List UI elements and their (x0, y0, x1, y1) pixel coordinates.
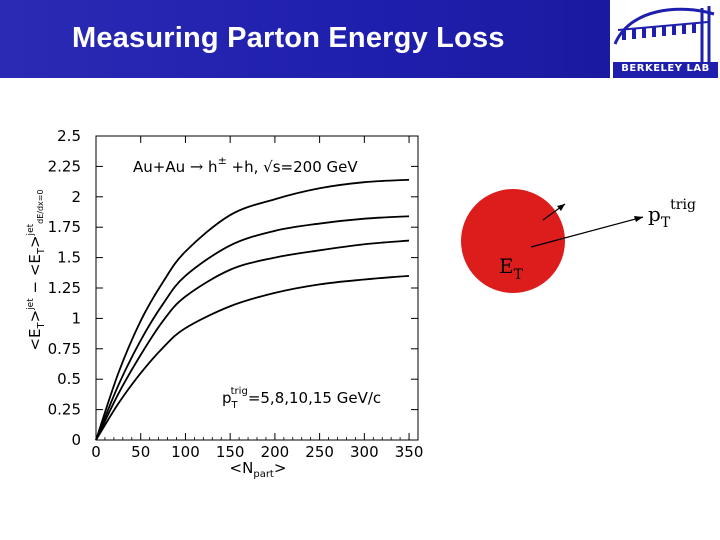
y-tick-label: 2.25 (48, 157, 81, 175)
logo-band (613, 62, 718, 78)
y-tick-label: 1.25 (48, 279, 81, 297)
y-tick-label: 0.75 (48, 340, 81, 358)
y-tick-label: 2 (71, 188, 81, 206)
series-line-2 (95, 215, 410, 441)
y-tick-label: 1 (71, 309, 81, 327)
medium-circle (461, 189, 565, 293)
title-bar: Measuring Parton Energy Loss (0, 0, 610, 78)
series-line-4 (95, 274, 410, 441)
y-tick-label: 0.5 (57, 370, 81, 388)
et-label: ET (499, 254, 524, 283)
x-tick-label: 300 (350, 443, 379, 461)
parton-diagram: ET pTtrig (461, 189, 696, 293)
x-tick-label: 100 (171, 443, 200, 461)
y-tick-label: 0.25 (48, 401, 81, 419)
x-tick-label: 350 (395, 443, 424, 461)
x-tick-label: 200 (261, 443, 290, 461)
x-tick-label: 50 (131, 443, 150, 461)
y-tick-label: 2.5 (57, 127, 81, 145)
chart-annotation: pTtrig=5,8,10,15 GeV/c (222, 386, 381, 411)
berkeley-lab-building-icon (613, 6, 715, 62)
y-tick-label: 1.75 (48, 218, 81, 236)
jet-arrow-upper-head (557, 204, 565, 211)
x-tick-label: 250 (305, 443, 334, 461)
y-tick-label: 0 (71, 431, 81, 449)
chart-title: Au+Au → h± +h, √s=200 GeV (133, 154, 358, 176)
pt-trig-label: pTtrig (648, 197, 696, 231)
x-tick-label: 0 (91, 443, 101, 461)
logo-label: BERKELEY LAB (621, 63, 710, 74)
x-axis-label: <Npart> (230, 459, 287, 480)
y-axis-label: <ET>jet − <ET>jetdE/dx=0 (26, 189, 47, 350)
slide-title: Measuring Parton Energy Loss (72, 22, 505, 54)
y-tick-label: 1.5 (57, 249, 81, 267)
trigger-arrow-head (634, 216, 643, 222)
series-line-3 (95, 239, 410, 441)
trigger-arrow (530, 216, 644, 248)
x-tick-label: 150 (216, 443, 245, 461)
series-line-1 (95, 178, 410, 441)
